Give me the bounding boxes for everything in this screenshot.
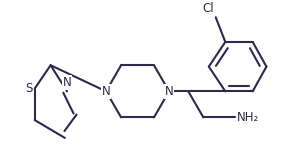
Text: N: N <box>165 85 173 98</box>
Text: N: N <box>102 85 110 98</box>
Text: NH₂: NH₂ <box>237 111 259 124</box>
Text: S: S <box>25 82 33 95</box>
Text: Cl: Cl <box>203 2 214 15</box>
Text: N: N <box>63 76 71 89</box>
